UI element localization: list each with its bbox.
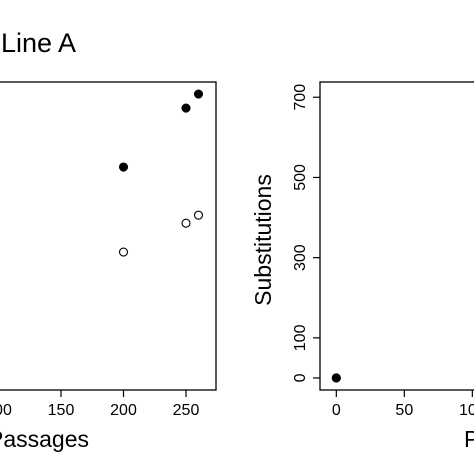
x-axis-label: Passages: [464, 426, 474, 452]
x-tick-label: 100: [459, 402, 474, 419]
x-tick-label: 50: [395, 402, 413, 419]
data-point: [181, 218, 191, 228]
x-tick-label: 0: [332, 402, 341, 419]
y-tick-label: 700: [292, 84, 309, 111]
y-tick-label: 0: [292, 373, 309, 382]
data-point: [331, 373, 341, 383]
data-point: [193, 89, 204, 99]
y-tick-label: 100: [292, 324, 309, 351]
plot-frame: [319, 81, 474, 391]
x-tick-label: 100: [0, 402, 12, 419]
data-point: [181, 103, 191, 113]
y-axis-label: Substitutions: [250, 174, 276, 306]
x-tick-label: 250: [173, 402, 200, 419]
x-tick-label: 150: [48, 402, 75, 419]
chart-title: Line A: [1, 28, 76, 58]
y-tick-label: 300: [292, 244, 309, 271]
x-tick-label: 200: [110, 402, 137, 419]
data-point: [118, 247, 129, 257]
data-point: [193, 210, 204, 220]
x-axis-label: Passages: [0, 426, 89, 452]
y-tick-label: 500: [292, 164, 309, 191]
plot-frame: [0, 81, 217, 391]
data-point: [118, 162, 129, 172]
